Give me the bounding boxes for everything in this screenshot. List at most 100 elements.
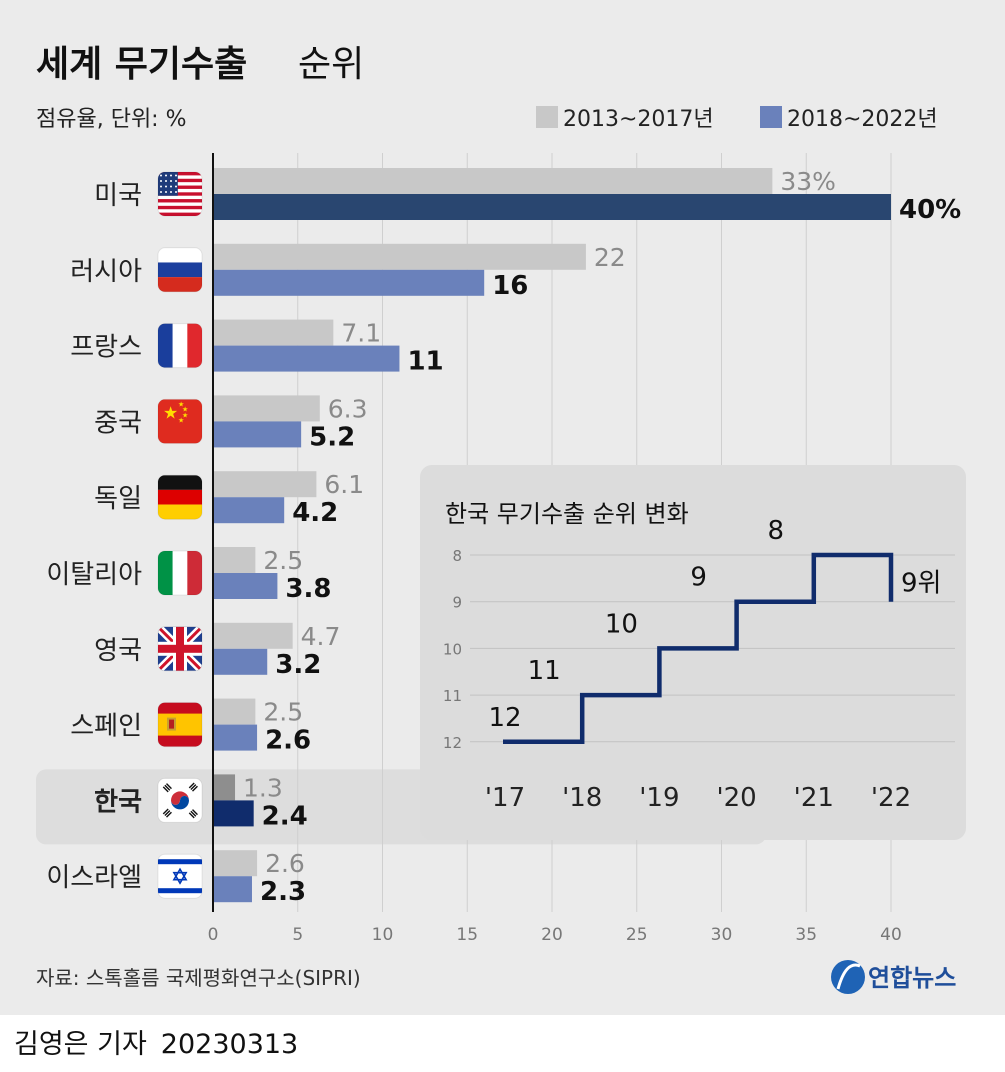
inset-y-tick-label: 10 [443,640,462,658]
value-label-2018-2022: 11 [407,347,443,377]
legend-swatch-new [760,106,782,128]
bar-2013-2017 [213,168,773,194]
inset-x-tick-label: '18 [562,783,602,813]
bar-2013-2017 [213,850,258,877]
x-tick-label: 35 [795,925,817,945]
inset-y-tick-label: 11 [443,687,462,705]
bar-2013-2017 [213,774,236,801]
value-label-2013-2017: 22 [594,243,626,272]
bar-2013-2017 [213,547,256,573]
value-label-2018-2022: 16 [492,271,528,301]
legend-label-new: 2018~2022년 [787,107,938,132]
category-label: 한국 [94,787,142,817]
bar-2013-2017 [213,319,334,346]
bar-2018-2022 [213,800,254,827]
israel-flag-icon [157,853,203,899]
bar-2018-2022 [213,194,891,220]
inset-x-tick-label: '17 [485,783,525,813]
x-tick-label: 10 [372,925,394,945]
category-label: 스페인 [70,712,142,742]
value-label-2013-2017: 4.7 [301,622,341,651]
bar-2018-2022 [213,876,252,903]
bar-2013-2017 [213,471,317,498]
bar-2013-2017 [213,698,256,725]
rank-label: 9 [690,563,707,593]
china-flag-icon: ★ ★★★★ [157,398,203,444]
inset-y-tick-label: 9 [452,594,462,612]
legend-label-old: 2013~2017년 [563,107,714,132]
credit-line: 김영은 기자 20230313 [14,1022,298,1061]
x-tick-label: 5 [292,925,303,945]
rank-step-line [503,552,894,745]
bar-2018-2022 [213,421,302,448]
bar-2018-2022 [213,724,258,751]
spain-flag-icon [157,702,203,748]
units-subtitle: 점유율, 단위: % [36,107,187,132]
svg-text:★: ★ [178,400,184,408]
bar-2018-2022 [213,269,485,296]
x-tick-label: 25 [626,925,648,945]
page-title: 세계 무기수출 [36,44,247,85]
value-label-2018-2022: 2.4 [262,801,308,831]
x-tick-label: 20 [541,925,563,945]
italy-flag-icon [157,550,203,596]
category-label: 프랑스 [70,333,142,363]
brand-name: 연합뉴스 [868,964,956,992]
value-label-2013-2017: 6.3 [328,394,368,423]
value-label-2018-2022: 5.2 [309,422,355,452]
value-label-2018-2022: 40% [899,195,961,225]
korea-flag-icon [157,777,203,823]
page-title-suffix: 순위 [298,44,364,85]
yonhap-logo-icon [831,960,865,994]
inset-title: 한국 무기수출 순위 변화 [445,500,689,528]
value-label-2013-2017: 6.1 [324,470,364,499]
germany-flag-icon [157,474,203,520]
value-label-2013-2017: 2.6 [265,849,305,878]
author: 김영은 기자 [14,1029,147,1060]
category-label: 영국 [94,636,142,666]
svg-text:★: ★ [182,405,188,413]
inset-x-tick-label: '20 [716,783,756,813]
value-label-2018-2022: 2.3 [260,877,306,907]
category-label: 러시아 [70,257,142,287]
value-label-2013-2017: 2.5 [263,546,303,575]
category-label: 중국 [94,408,142,438]
bar-2013-2017 [213,395,320,422]
bar-2018-2022 [213,573,278,599]
rank-label: 10 [605,609,638,639]
inset-y-tick-label: 12 [443,734,462,752]
value-label-2018-2022: 2.6 [265,726,311,756]
france-flag-icon [157,323,203,369]
value-label-2013-2017: 1.3 [243,773,283,802]
x-tick-label: 30 [711,925,733,945]
value-label-2013-2017: 33% [780,167,836,196]
category-label: 미국 [94,181,142,211]
inset-y-tick-label: 8 [452,547,462,565]
inset-x-tick-label: '19 [639,783,679,813]
bar-2013-2017 [213,622,293,649]
inset-x-tick-label: '22 [871,783,911,813]
value-label-2013-2017: 7.1 [341,319,381,348]
x-tick-label: 40 [880,925,902,945]
value-label-2018-2022: 4.2 [292,498,338,528]
bar-2013-2017 [213,243,586,270]
category-label: 이탈리아 [46,560,142,590]
value-label-2013-2017: 2.5 [263,698,303,727]
rank-label: 11 [528,656,561,686]
inset-panel [420,465,966,840]
bar-2018-2022 [213,497,285,524]
category-label: 독일 [94,484,142,514]
rank-label: 8 [768,516,785,546]
value-label-2018-2022: 3.2 [275,650,321,680]
svg-text:★: ★ [182,411,188,419]
logo-swoosh [836,963,861,990]
category-label: 이스라엘 [46,863,142,893]
bar-2018-2022 [213,648,268,675]
us-flag-icon [157,171,203,217]
svg-text:★: ★ [178,416,184,424]
inset-x-tick-label: '21 [794,783,834,813]
russia-flag-icon [157,247,203,293]
x-tick-label: 15 [456,925,478,945]
rank-label: 12 [488,703,521,733]
